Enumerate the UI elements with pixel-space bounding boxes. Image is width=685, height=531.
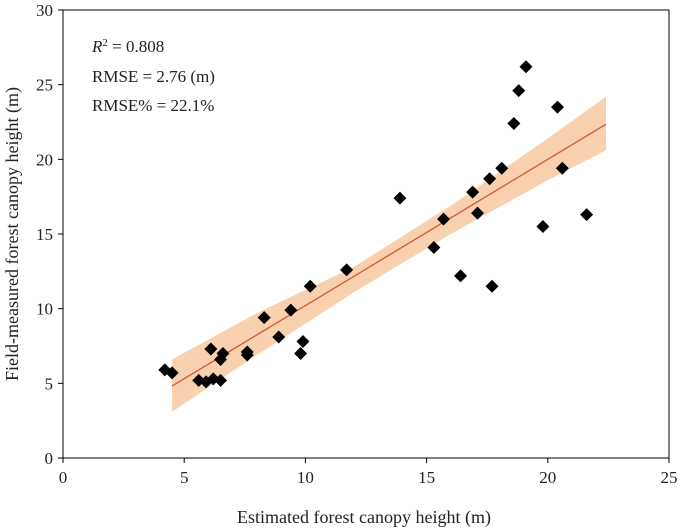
r2-symbol: R xyxy=(91,37,103,56)
stats-rmse-percent: RMSE% = 22.1% xyxy=(92,96,214,115)
confidence-band-layer xyxy=(172,96,606,412)
data-point xyxy=(214,373,228,387)
data-point xyxy=(485,279,499,293)
data-point xyxy=(257,311,271,325)
y-tick-label: 30 xyxy=(36,1,53,20)
data-point xyxy=(550,100,564,114)
data-point xyxy=(204,342,218,356)
data-points-layer xyxy=(158,60,594,389)
data-point xyxy=(483,172,497,186)
x-axis-label: Estimated forest canopy height (m) xyxy=(237,507,491,528)
x-tick-label: 15 xyxy=(418,468,435,487)
stats-rmse: RMSE = 2.76 (m) xyxy=(92,67,215,86)
regression-line xyxy=(171,123,607,387)
stats-r2: R2 = 0.808 xyxy=(91,37,164,56)
data-point xyxy=(495,161,509,175)
data-point xyxy=(512,84,526,98)
data-point xyxy=(272,330,286,344)
x-tick-label: 5 xyxy=(180,468,189,487)
data-point xyxy=(471,206,485,220)
y-tick-label: 10 xyxy=(36,300,53,319)
data-point xyxy=(393,191,407,205)
data-point xyxy=(216,346,230,360)
data-point xyxy=(555,161,569,175)
y-tick-label: 0 xyxy=(45,449,54,468)
x-tick-label: 20 xyxy=(539,468,556,487)
data-point xyxy=(519,60,533,74)
data-point xyxy=(340,263,354,277)
data-point xyxy=(240,345,254,359)
data-point xyxy=(580,208,594,222)
x-tick-label: 10 xyxy=(297,468,314,487)
data-point xyxy=(303,279,317,293)
r2-superscript: 2 xyxy=(102,37,108,49)
data-point xyxy=(284,303,298,317)
r2-value: = 0.808 xyxy=(108,37,164,56)
y-tick-label: 20 xyxy=(36,150,53,169)
y-tick-label: 25 xyxy=(36,76,53,95)
data-point xyxy=(507,116,521,130)
x-axis-ticks: 0 5 10 15 20 25 xyxy=(59,458,678,487)
confidence-band xyxy=(172,96,606,412)
y-axis-label: Field-measured forest canopy height (m) xyxy=(2,87,23,381)
data-point xyxy=(454,269,468,283)
x-tick-label: 0 xyxy=(59,468,68,487)
data-point xyxy=(294,346,308,360)
x-tick-label: 25 xyxy=(661,468,678,487)
data-point xyxy=(536,220,550,234)
data-point xyxy=(165,366,179,380)
data-point xyxy=(296,335,310,349)
data-point xyxy=(427,240,441,254)
y-tick-label: 5 xyxy=(45,374,54,393)
y-axis-ticks: 0 5 10 15 20 25 30 xyxy=(36,1,63,468)
data-point xyxy=(466,185,480,199)
data-point xyxy=(437,212,451,226)
fit-line-layer xyxy=(171,123,607,387)
y-tick-label: 15 xyxy=(36,225,53,244)
